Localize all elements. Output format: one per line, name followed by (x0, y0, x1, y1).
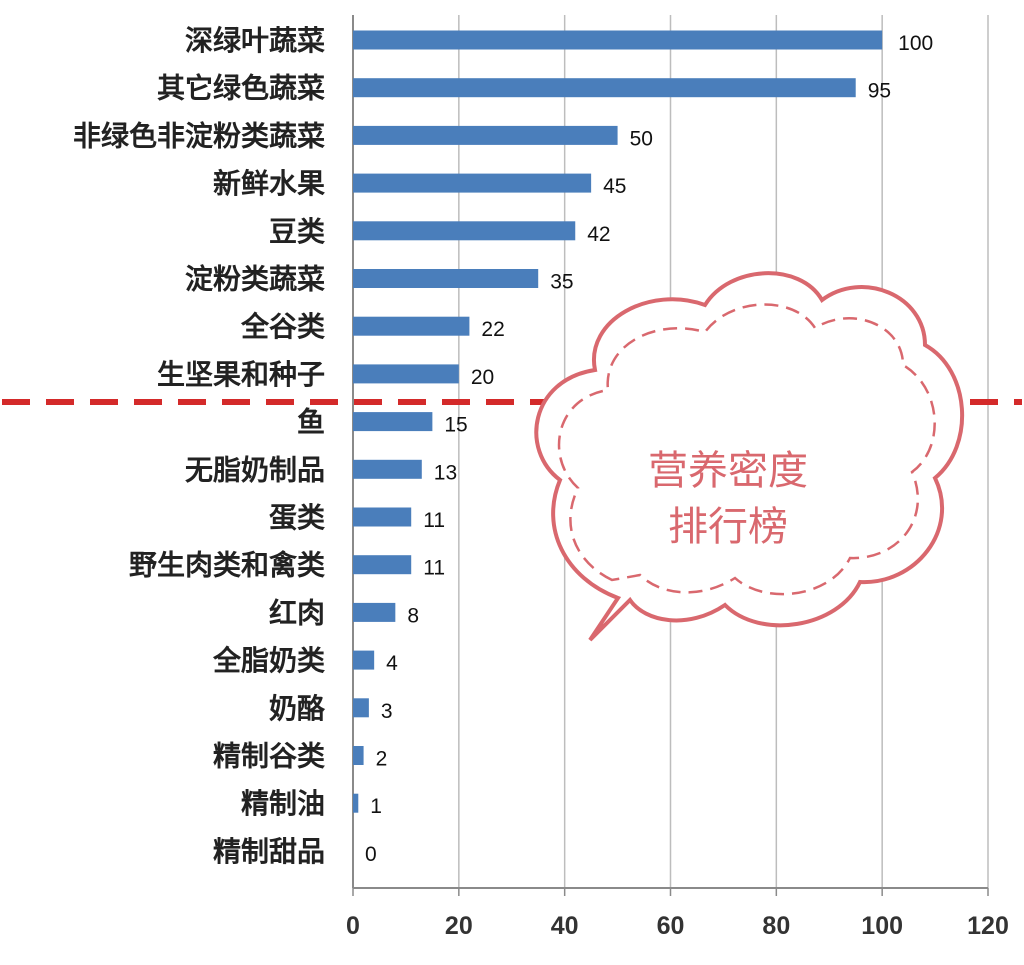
category-label: 红肉 (269, 596, 325, 629)
callout-title-line1: 营养密度 (648, 448, 808, 494)
bar (353, 30, 883, 50)
value-label: 8 (407, 604, 419, 627)
value-label: 95 (868, 80, 891, 103)
category-label: 非绿色非淀粉类蔬菜 (73, 119, 325, 152)
category-label: 蛋类 (269, 501, 325, 534)
cloud-inner-dashed (557, 303, 936, 596)
x-tick-label: 0 (346, 912, 360, 940)
x-tick-label: 20 (445, 912, 473, 940)
value-label: 2 (376, 748, 388, 771)
value-labels-group: 100 95 50 45 42 35 22 20 15 13 11 11 8 4 3 2 1 0 (365, 32, 933, 866)
bar (353, 269, 539, 288)
category-label: 深绿叶蔬菜 (185, 24, 325, 57)
value-label: 42 (587, 223, 610, 246)
bar (353, 459, 422, 479)
category-label: 生坚果和种子 (157, 358, 325, 391)
category-label: 淀粉类蔬菜 (185, 263, 325, 296)
category-label: 野生肉类和禽类 (129, 549, 325, 582)
bars-group (353, 30, 883, 813)
bar (353, 173, 592, 193)
category-labels-group: 深绿叶蔬菜其它绿色蔬菜非绿色非淀粉类蔬菜新鲜水果豆类淀粉类蔬菜全谷类生坚果和种子… (73, 24, 326, 868)
bar (353, 698, 369, 718)
value-label: 3 (381, 700, 393, 723)
category-label: 精制油 (241, 787, 325, 820)
value-label: 35 (550, 271, 573, 294)
value-label: 4 (386, 652, 398, 675)
bar (353, 221, 576, 241)
category-label: 鱼 (297, 406, 325, 439)
category-label: 精制甜品 (213, 835, 325, 868)
value-label: 15 (444, 414, 467, 437)
bar (353, 412, 433, 432)
category-label: 其它绿色蔬菜 (157, 72, 325, 105)
value-label: 0 (365, 843, 377, 866)
bar (353, 364, 459, 384)
cloud-outer (534, 271, 965, 642)
x-tick-label: 80 (762, 912, 790, 940)
value-label: 100 (898, 32, 933, 55)
callout-title-line2: 排行榜 (668, 504, 788, 550)
value-label: 22 (481, 318, 504, 341)
category-label: 无脂奶制品 (185, 453, 325, 486)
bar (353, 793, 359, 813)
value-label: 13 (434, 461, 457, 484)
category-label: 豆类 (269, 215, 325, 248)
bar (353, 555, 412, 575)
bar (353, 602, 396, 622)
bar (353, 78, 856, 98)
bar (353, 507, 412, 527)
category-label: 奶酪 (269, 692, 326, 725)
x-tick-label: 100 (861, 912, 903, 940)
value-label: 45 (603, 175, 626, 198)
bar (353, 125, 618, 145)
value-label: 11 (423, 509, 445, 532)
bar (353, 746, 364, 765)
x-tick-label: 120 (967, 912, 1009, 940)
category-label: 全脂奶类 (212, 644, 325, 677)
bar (353, 316, 470, 336)
x-tick-label: 40 (551, 912, 579, 940)
callout-cloud: 营养密度 排行榜 (534, 271, 965, 642)
x-axis-ticks-group: 0 20 40 60 80 100 120 (346, 887, 1009, 940)
category-label: 新鲜水果 (213, 167, 325, 200)
value-label: 11 (423, 557, 445, 580)
value-label: 50 (630, 127, 653, 150)
value-label: 20 (471, 366, 494, 389)
category-label: 精制谷类 (213, 740, 325, 773)
value-label: 1 (370, 795, 382, 818)
category-label: 全谷类 (240, 310, 325, 343)
bar (353, 650, 375, 670)
x-tick-label: 60 (657, 912, 685, 940)
